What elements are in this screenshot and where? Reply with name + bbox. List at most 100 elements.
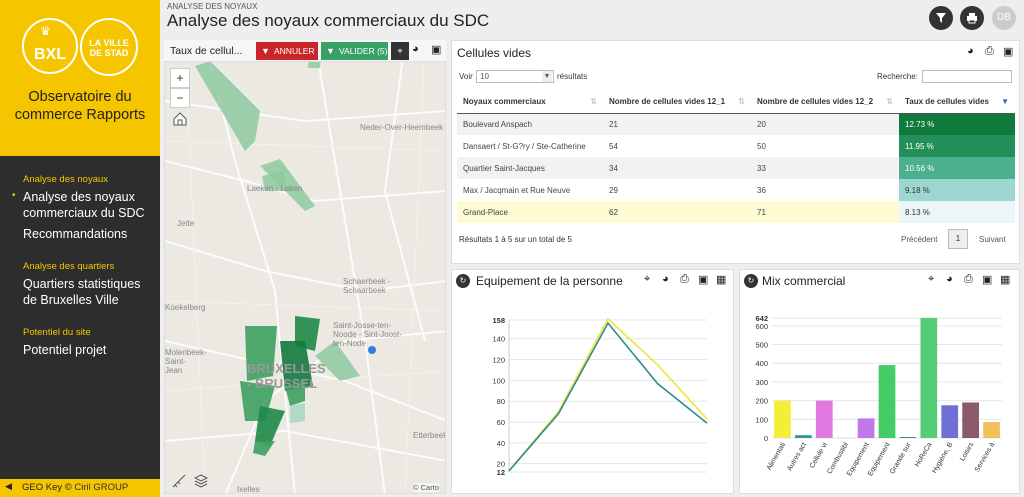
zoom-out-button[interactable]: − (170, 88, 190, 108)
filter-button[interactable] (929, 6, 953, 30)
page-size-select[interactable]: 10 ▼ (476, 70, 554, 83)
maximize-icon[interactable]: ▣ (698, 274, 709, 286)
table-row[interactable]: Boulevard Anspach 21 20 12.73 % (457, 113, 1015, 135)
y-tick-label: 100 (755, 415, 768, 424)
collapse-icon[interactable]: ◀ (5, 481, 12, 491)
print-icon[interactable]: ⎙ (964, 273, 973, 285)
maximize-icon[interactable]: ▣ (1003, 46, 1014, 58)
home-icon[interactable] (172, 111, 188, 132)
y-tick-label: 200 (755, 397, 768, 406)
col-taux[interactable]: Taux de cellules vides ▼ (899, 91, 1015, 114)
footer-geokey: GEO Key (22, 482, 63, 493)
print-button[interactable] (960, 6, 984, 30)
y-tick-label: 100 (492, 376, 505, 385)
data-table: Noyaux commerciaux ⇅ Nombre de cellules v… (457, 91, 1015, 223)
table-title: Cellules vides (457, 46, 532, 60)
col-noyaux[interactable]: Noyaux commerciaux ⇅ (457, 91, 603, 114)
y-tick-label: 0 (764, 434, 768, 443)
pie-chart-icon[interactable]: ◕ (967, 45, 974, 57)
pie-chart-icon[interactable]: ◕ (412, 43, 419, 55)
bar (941, 405, 959, 438)
table-row-selected[interactable]: Grand-Place 62 71 8.13 % (457, 201, 1015, 223)
validate-button[interactable]: ▼ VALIDER (5) (321, 42, 388, 60)
nav-section-noyaux: Analyse des noyaux (23, 174, 109, 185)
bar-chart-title: Mix commercial (762, 274, 846, 288)
lasso-select-icon[interactable]: ⌖ (928, 273, 935, 285)
nav-section-potentiel: Potentiel du site (23, 327, 91, 338)
show-label: Voir (459, 72, 473, 81)
user-avatar[interactable]: DB (992, 6, 1016, 30)
refresh-icon[interactable]: ↻ (456, 274, 470, 288)
map-panel[interactable]: Neder-Over-Heembeek Laeken - Laken Jette… (164, 40, 446, 494)
table-row[interactable]: Quartier Saint-Jacques 34 33 10.56 % (457, 157, 1015, 179)
chevron-down-icon: ▼ (542, 71, 552, 82)
search-input[interactable] (922, 70, 1012, 83)
col-cellules-12-1[interactable]: Nombre de cellules vides 12_1 ⇅ (603, 91, 751, 114)
table-icon[interactable]: ▦ (1000, 274, 1011, 286)
line-chart-title: Equipement de la personne (476, 274, 623, 288)
bxl-logo[interactable]: BXL (22, 18, 78, 74)
bar (962, 402, 979, 438)
lasso-select-icon[interactable]: ⌖ (644, 273, 651, 285)
x-tick-label: Combustibl (826, 441, 850, 475)
layers-icon[interactable] (193, 474, 209, 493)
next-page-button[interactable]: Suivant (979, 235, 1006, 244)
nav-item-quartiers[interactable]: Quartiers statistiques de Bruxelles Vill… (23, 277, 141, 307)
active-dot-icon: • (12, 190, 16, 201)
lasso-select-icon[interactable]: ⌖ (391, 42, 409, 60)
nav-section-quartiers: Analyse des quartiers (23, 261, 115, 272)
print-icon (967, 13, 977, 24)
y-tick-label: 500 (755, 341, 768, 350)
table-row[interactable]: Max / Jacqmain et Rue Neuve 29 36 9.18 % (457, 179, 1015, 201)
filter-check-icon: ▼ (326, 46, 335, 56)
maximize-icon[interactable]: ▣ (431, 44, 442, 56)
nav-item-recommandations[interactable]: Recommandations (23, 227, 128, 241)
measure-icon[interactable] (172, 474, 186, 493)
map-label-schaerbeek: Schaerbeek - Schaarbeek (343, 277, 391, 295)
map-label-etterbeek: Etterbeek (413, 431, 446, 440)
maximize-icon[interactable]: ▣ (982, 274, 993, 286)
breadcrumb: ANALYSE DES NOYAUX (167, 2, 258, 11)
y-tick-label: 140 (492, 335, 505, 344)
bar (774, 400, 791, 438)
pie-chart-icon[interactable]: ◕ (946, 273, 953, 285)
y-tick-label: 40 (497, 439, 505, 448)
prev-page-button[interactable]: Précédent (901, 235, 938, 244)
y-tick-label: 20 (497, 460, 505, 469)
table-row[interactable]: Dansaert / St-G?ry / Ste-Catherine 54 50 11… (457, 135, 1015, 157)
map-label-jette: Jette (177, 219, 195, 228)
bar (878, 365, 896, 438)
y-tick-label: 120 (492, 356, 505, 365)
bar (983, 422, 1000, 438)
layer-selector[interactable]: Taux de cellul... (170, 45, 243, 57)
nav-item-analyse-noyaux[interactable]: Analyse des noyaux commerciaux du SDC (23, 190, 145, 220)
table-icon[interactable]: ▦ (716, 274, 727, 286)
cellules-vides-panel: Cellules vides ◕ ⎙ ▣ Voir 10 ▼ résultats… (451, 40, 1020, 264)
table-info: Résultats 1 à 5 sur un total de 5 (459, 235, 572, 244)
location-marker-icon[interactable] (368, 346, 376, 354)
col-cellules-12-2[interactable]: Nombre de cellules vides 12_2 ⇅ (751, 91, 899, 114)
x-tick-label: Grande sur (889, 441, 913, 475)
pie-chart-icon[interactable]: ◕ (662, 273, 669, 285)
y-tick-label: 158 (492, 316, 505, 325)
ville-logo: LA VILLE DE STAD (80, 18, 138, 76)
page-title: Analyse des noyaux commerciaux du SDC (167, 11, 490, 30)
print-icon[interactable]: ⎙ (680, 273, 689, 285)
zoom-in-button[interactable]: + (170, 68, 190, 88)
footer-ciril[interactable]: Ciril GROUP (74, 482, 129, 493)
cancel-button[interactable]: ▼ ANNULER (256, 42, 318, 60)
x-tick-label: Hygiène, B (931, 441, 954, 474)
crown-icon: ♛ (40, 24, 51, 38)
x-tick-label: HoReCa (914, 441, 934, 468)
x-tick-label: Cellule vi (809, 441, 829, 469)
nav-item-potentiel[interactable]: Potentiel projet (23, 343, 107, 357)
page-1-button[interactable]: 1 (948, 229, 968, 249)
print-icon[interactable]: ⎙ (985, 45, 994, 57)
map-canvas[interactable] (165, 41, 446, 494)
map-label-laeken: Laeken - Laken (247, 184, 303, 193)
x-tick-label: Alimentati (766, 441, 788, 472)
footer-copyright: © (64, 482, 72, 493)
sort-icon: ⇅ (738, 97, 745, 107)
refresh-icon[interactable]: ↻ (744, 274, 758, 288)
app-title: Observatoire du commerce Rapports (14, 89, 146, 123)
